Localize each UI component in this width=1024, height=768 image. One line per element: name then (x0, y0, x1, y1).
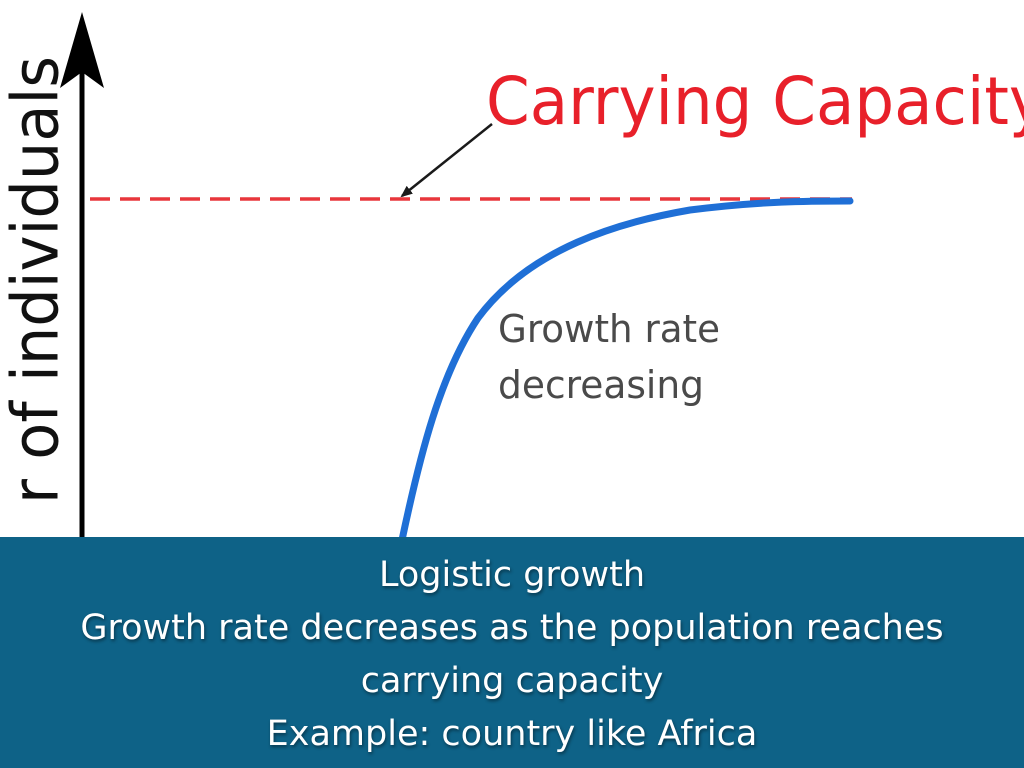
y-axis-label: r of individuals (0, 56, 74, 504)
caption-title: Logistic growth (378, 554, 646, 595)
caption-example: Example: country like Africa (266, 713, 758, 754)
caption-band: Logistic growth Growth rate decreases as… (0, 537, 1024, 768)
caption-description-line2: carrying capacity (360, 660, 664, 701)
carrying-capacity-label: Carrying Capacity (486, 63, 1024, 140)
caption-description-line1: Growth rate decreases as the population … (80, 607, 944, 648)
growth-rate-label-line2: decreasing (498, 363, 704, 407)
capacity-pointer-arrow (400, 123, 493, 198)
growth-rate-label-line1: Growth rate (498, 307, 720, 351)
y-axis-arrowhead (60, 12, 104, 88)
logistic-growth-curve (398, 197, 854, 544)
